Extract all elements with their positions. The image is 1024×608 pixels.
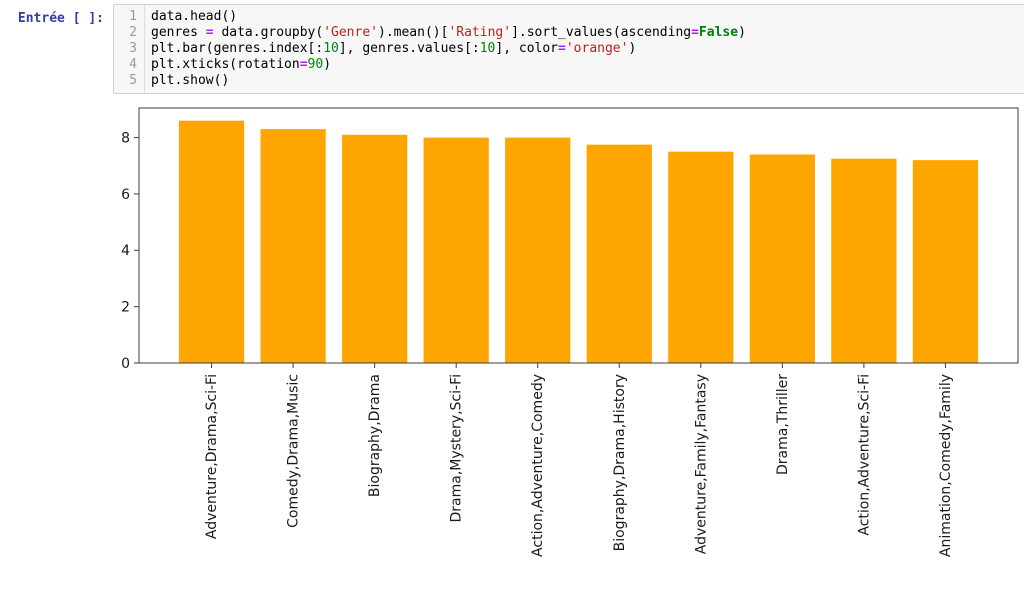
input-prompt: Entrée [ ]: xyxy=(17,11,104,26)
x-tick-label: Drama,Mystery,Sci-Fi xyxy=(449,374,465,522)
line-number: 1 xyxy=(129,9,137,24)
code-token: = xyxy=(299,57,308,72)
bar xyxy=(586,144,652,363)
code-token: 10 xyxy=(479,41,496,56)
code-token: ) xyxy=(738,25,746,40)
x-tick-label: Action,Adventure,Comedy xyxy=(530,374,546,557)
line-number: 3 xyxy=(129,41,137,56)
bar xyxy=(831,158,897,363)
code-line[interactable]: genres = data.groupby('Genre').mean()['R… xyxy=(151,25,746,41)
bar xyxy=(260,129,326,363)
code-token: = xyxy=(205,25,214,40)
y-tick-label: 0 xyxy=(121,356,130,372)
x-tick-label: Action,Adventure,Sci-Fi xyxy=(856,374,872,536)
code-token: 'Rating' xyxy=(448,25,512,40)
code-line[interactable]: plt.bar(genres.index[:10], genres.values… xyxy=(151,41,746,57)
code-token: ).mean()[ xyxy=(378,25,449,40)
code-token: genres xyxy=(151,25,206,40)
bar xyxy=(912,160,979,363)
x-tick-label: Comedy,Drama,Music xyxy=(286,374,302,528)
figure-svg: 0 2 4 6 8 Adventure,Drama,Sci-Fi Comedy,Drama,… xyxy=(121,107,1019,557)
code-token: = xyxy=(558,41,566,56)
code-line[interactable]: plt.xticks(rotation=90) xyxy=(151,57,746,73)
x-tick-label: Adventure,Drama,Sci-Fi xyxy=(204,374,220,539)
bar xyxy=(178,120,245,363)
code-token: = xyxy=(691,25,699,40)
bar xyxy=(423,137,489,363)
x-tick-label: Animation,Comedy,Family xyxy=(938,374,954,557)
code-token: ], genres.values[: xyxy=(338,41,480,56)
code-token: plt.xticks(rotation xyxy=(151,57,300,72)
y-tick-label: 8 xyxy=(121,130,130,146)
bar xyxy=(668,151,734,363)
code-token: data.groupby( xyxy=(213,25,324,40)
y-tick-label: 4 xyxy=(121,243,130,259)
x-tick-label: Biography,Drama,History xyxy=(612,374,628,551)
code-token: ) xyxy=(323,57,332,72)
y-tick-label: 6 xyxy=(121,187,130,203)
y-tick-label: 2 xyxy=(121,300,130,316)
cell-output: 0 2 4 6 8 Adventure,Drama,Sci-Fi Comedy,Drama,… xyxy=(0,94,1024,601)
line-number: 5 xyxy=(129,73,137,88)
code-token: 10 xyxy=(323,41,339,56)
code-token: plt.bar(genres.index[: xyxy=(151,41,324,56)
code-token: 90 xyxy=(307,57,324,72)
code-token: ].sort_values(ascending xyxy=(511,25,692,40)
figure-output: 0 2 4 6 8 Adventure,Drama,Sci-Fi Comedy,Drama,… xyxy=(113,98,1019,601)
code-token: data.head() xyxy=(151,9,238,24)
bar xyxy=(505,137,571,363)
code-token: 'Genre' xyxy=(323,25,378,40)
line-number: 2 xyxy=(129,25,137,40)
bar xyxy=(749,154,815,363)
code-line[interactable]: data.head() xyxy=(151,9,746,25)
bar xyxy=(342,134,408,363)
x-tick-label: Drama,Thriller xyxy=(775,374,791,475)
code-token: ], color xyxy=(495,41,559,56)
line-number: 4 xyxy=(129,57,137,72)
plot-border xyxy=(138,107,1019,364)
output-prompt xyxy=(0,94,113,103)
code-token: ) xyxy=(628,41,637,56)
code-token: plt.show() xyxy=(151,73,230,88)
code-col[interactable]: data.head() genres = data.groupby('Genre'… xyxy=(145,5,746,93)
code-line[interactable]: plt.show() xyxy=(151,73,746,89)
x-tick-label: Adventure,Family,Fantasy xyxy=(693,374,709,554)
code-token: 'orange' xyxy=(565,41,629,56)
code-token: False xyxy=(698,25,739,40)
x-tick-label: Biography,Drama xyxy=(367,374,383,497)
